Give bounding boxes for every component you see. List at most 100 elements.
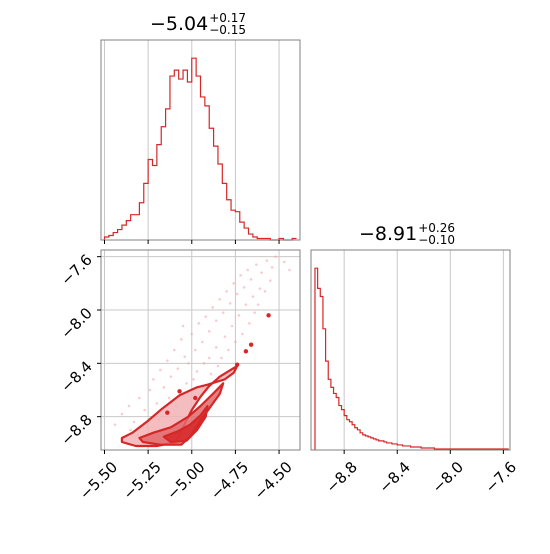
contour-island (243, 349, 249, 354)
x-tick-label: −7.6 (482, 458, 520, 496)
scatter-point (218, 298, 222, 301)
scatter-point (152, 378, 155, 381)
y-tick-label: −8.4 (57, 357, 95, 395)
scatter-point (241, 332, 244, 336)
scatter-point (230, 324, 234, 328)
marginal-x-lower-error: −0.15 (209, 23, 247, 37)
x-tick-label: −8.4 (375, 458, 413, 496)
contour-island (165, 410, 170, 415)
scatter-point (197, 322, 201, 325)
scatter-point (143, 408, 146, 412)
scatter-point (207, 356, 211, 360)
scatter-point (129, 428, 132, 432)
scatter-point (120, 412, 124, 416)
scatter-point (239, 274, 242, 277)
histogram-step-line (314, 267, 509, 450)
contour-level-3 (162, 404, 209, 444)
scatter-point (220, 356, 223, 360)
scatter-point (263, 290, 267, 293)
x-tick-label: −5.50 (76, 458, 121, 503)
x-tick-label: −5.00 (163, 458, 208, 503)
scatter-point (209, 372, 213, 376)
scatter-point (190, 332, 194, 336)
scatter-point (214, 319, 218, 322)
scatter-point (192, 378, 195, 381)
scatter-point (195, 370, 199, 373)
x-tick-label: −8.0 (429, 458, 467, 496)
contour-island (266, 313, 271, 318)
scatter-point (202, 362, 206, 365)
scatter-point (274, 255, 277, 258)
y-tick-label: −7.6 (57, 251, 95, 289)
scatter-point (127, 404, 131, 408)
marginal-y-title: −8.91 +0.26 −0.10 (359, 222, 455, 246)
scatter-point (234, 340, 237, 344)
x-tick-label: −4.50 (251, 458, 296, 503)
y-tick-label: −8.8 (57, 411, 95, 449)
scatter-point (260, 271, 263, 274)
scatter-point (258, 287, 262, 290)
scatter-point (249, 278, 253, 281)
joint-density-panel: −5.50−5.25−5.00−4.75−4.50 −7.6 −8.0 −8.4 −8.… (57, 249, 301, 503)
scatter-point (265, 259, 269, 262)
scatter-point (225, 290, 228, 293)
scatter-point (251, 295, 255, 298)
scatter-point (185, 382, 188, 385)
scatter-point (162, 386, 166, 389)
panel-frame (100, 39, 301, 241)
scatter-point (167, 396, 171, 400)
scatter-point (255, 263, 258, 266)
scatter-point (253, 311, 256, 314)
panel-frame (310, 249, 511, 451)
contour-island (234, 362, 240, 367)
marginal-x-median: −5.04 (150, 13, 209, 35)
scatter-point (204, 315, 208, 318)
scatter-point (237, 314, 241, 317)
scatter-point (270, 266, 274, 269)
marginal-x-title: −5.04 +0.17 −0.15 (150, 12, 246, 36)
scatter-point (242, 286, 246, 289)
contour-island (177, 389, 182, 394)
scatter-point (193, 348, 197, 352)
scatter-point (244, 303, 248, 306)
scatter-point (214, 346, 218, 349)
scatter-point (159, 368, 162, 372)
scatter-point (246, 268, 249, 272)
scatter-point (232, 282, 235, 285)
histogram-step-line (103, 57, 297, 241)
marginal-y-upper-error: +0.26 (418, 221, 456, 235)
scatter-point (113, 423, 117, 426)
scatter-point (223, 335, 227, 338)
scatter-point (248, 322, 251, 325)
scatter-point (179, 338, 183, 341)
contour-island (193, 395, 198, 401)
scatter-point (207, 330, 211, 333)
scatter-point (282, 260, 286, 264)
scatter-point (169, 375, 173, 378)
scatter-point (288, 268, 291, 272)
marginal-y-median: −8.91 (359, 223, 418, 245)
marginal-y-lower-error: −0.10 (418, 233, 456, 247)
scatter-point (138, 396, 141, 400)
y-tick-label: −8.0 (57, 304, 95, 342)
x-tick-label: −5.25 (120, 458, 165, 503)
x-tick-label: −8.8 (322, 458, 360, 496)
contour-island (248, 342, 254, 347)
scatter-point (181, 324, 185, 328)
scatter-point (176, 367, 180, 370)
x-tick-label: −4.75 (207, 458, 252, 503)
scatter-point (183, 355, 187, 358)
scatter-point (211, 306, 215, 309)
scatter-point (216, 364, 220, 368)
marginal-x-upper-error: +0.17 (209, 11, 247, 25)
scatter-point (221, 311, 225, 314)
scatter-point (132, 420, 136, 424)
scatter-point (228, 302, 232, 305)
scatter-point (173, 348, 176, 352)
marginal-x-panel (100, 39, 301, 244)
scatter-point (227, 348, 230, 352)
scatter-point (186, 362, 190, 365)
scatter-point (166, 359, 169, 362)
